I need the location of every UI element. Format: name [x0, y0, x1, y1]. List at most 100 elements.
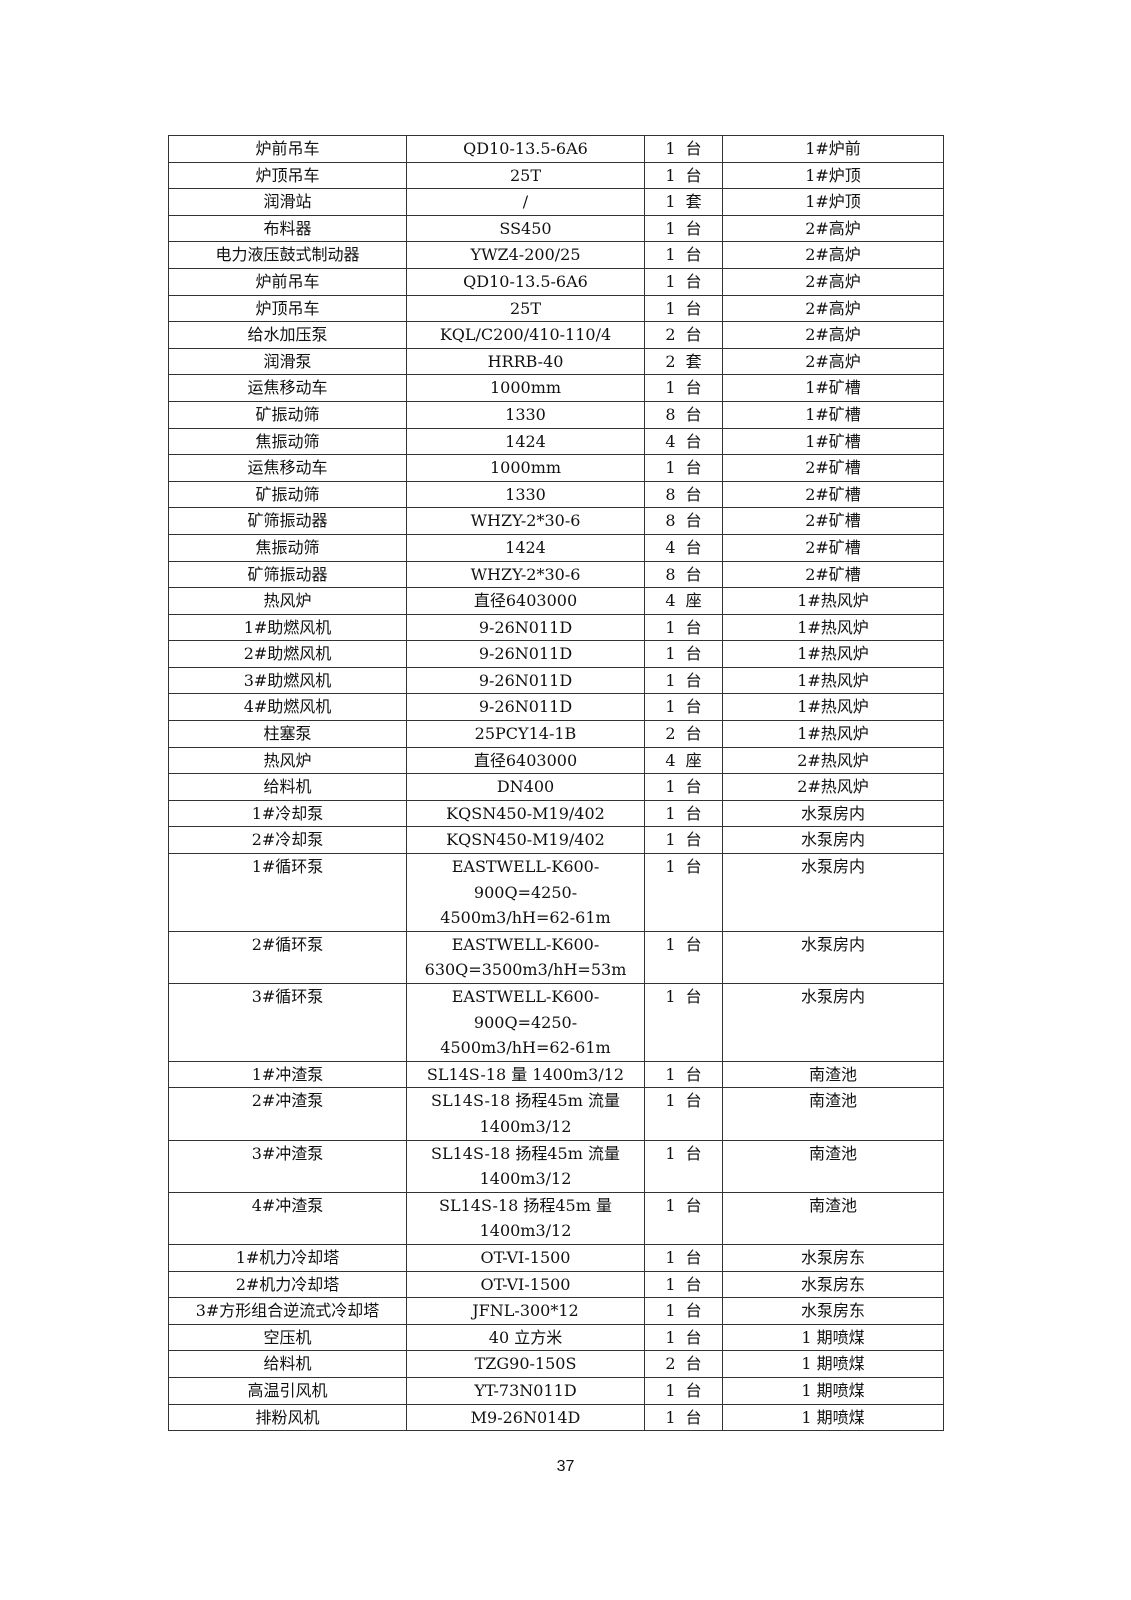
- table-row: 3#助燃风机 9-26N011D 1 台 1#热风炉: [168, 666, 944, 695]
- equipment-name-cell: 2#冷却泵: [168, 826, 407, 855]
- model-spec-cell: OT-VI-1500: [406, 1243, 645, 1272]
- location-cell: 2#高炉: [722, 321, 944, 349]
- quantity-cell: 4 台: [644, 533, 723, 562]
- equipment-name-cell: 2#冲渣泵: [168, 1087, 407, 1141]
- model-spec-cell: 直径6403000: [406, 587, 645, 615]
- equipment-name-cell: 热风炉: [168, 746, 407, 775]
- quantity-cell: 2 台: [644, 1350, 723, 1378]
- quantity-cell: 8 台: [644, 507, 723, 535]
- equipment-name-cell: 3#方形组合逆流式冷却塔: [168, 1297, 407, 1325]
- quantity-cell: 1 台: [644, 294, 723, 323]
- quantity-cell: 1 套: [644, 188, 723, 216]
- table-row: 炉顶吊车 25T 1 台 2#高炉: [168, 294, 944, 323]
- model-spec-cell: 25PCY14-1B: [406, 720, 645, 748]
- location-cell: 2#热风炉: [722, 746, 944, 775]
- equipment-name-cell: 2#助燃风机: [168, 640, 407, 668]
- quantity-cell: 1 台: [644, 241, 723, 269]
- location-cell: 2#矿槽: [722, 454, 944, 482]
- model-spec-cell: JFNL-300*12: [406, 1297, 645, 1325]
- quantity-cell: 2 台: [644, 720, 723, 748]
- equipment-name-cell: 矿振动筛: [168, 400, 407, 429]
- model-spec-cell: OT-VI-1500: [406, 1270, 645, 1299]
- location-cell: 1 期喷煤: [722, 1376, 944, 1405]
- quantity-cell: 1 台: [644, 1139, 723, 1193]
- location-cell: 南渣池: [722, 1139, 944, 1193]
- quantity-cell: 1 台: [644, 267, 723, 296]
- table-row: 运焦移动车 1000mm 1 台 1#矿槽: [168, 374, 944, 402]
- model-spec-cell: QD10-13.5-6A6: [406, 135, 645, 163]
- model-spec-cell: HRRB-40: [406, 347, 645, 376]
- model-spec-cell: 25T: [406, 294, 645, 323]
- table-row: 焦振动筛 1424 4 台 2#矿槽: [168, 533, 944, 562]
- equipment-name-cell: 1#冲渣泵: [168, 1060, 407, 1089]
- quantity-cell: 1 台: [644, 693, 723, 722]
- table-row: 柱塞泵 25PCY14-1B 2 台 1#热风炉: [168, 720, 944, 748]
- table-row: 矿筛振动器 WHZY-2*30-6 8 台 2#矿槽: [168, 560, 944, 589]
- table-row: 4#冲渣泵 SL14S-18 扬程45m 量 1400m3/12 1 台南渣池: [168, 1191, 944, 1245]
- equipment-name-cell: 焦振动筛: [168, 533, 407, 562]
- table-row: 给水加压泵 KQL/C200/410-110/4 2 台 2#高炉: [168, 321, 944, 349]
- table-row: 3#循环泵 EASTWELL-K600- 900Q=4250- 4500m3/hH…: [168, 983, 944, 1062]
- quantity-cell: 1 台: [644, 773, 723, 801]
- model-spec-cell: 9-26N011D: [406, 693, 645, 722]
- equipment-name-cell: 1#冷却泵: [168, 799, 407, 828]
- location-cell: 水泵房东: [722, 1270, 944, 1299]
- table-row: 1#助燃风机 9-26N011D 1 台 1#热风炉: [168, 613, 944, 642]
- model-spec-cell: SL14S-18 量 1400m3/12: [406, 1060, 645, 1089]
- quantity-cell: 1 台: [644, 640, 723, 668]
- model-spec-cell: 9-26N011D: [406, 613, 645, 642]
- quantity-cell: 1 台: [644, 1323, 723, 1352]
- equipment-name-cell: 排粉风机: [168, 1403, 407, 1432]
- location-cell: 2#高炉: [722, 241, 944, 269]
- equipment-name-cell: 3#循环泵: [168, 983, 407, 1062]
- location-cell: 1#热风炉: [722, 720, 944, 748]
- model-spec-cell: 1330: [406, 480, 645, 509]
- model-spec-cell: SS450: [406, 214, 645, 243]
- location-cell: 水泵房内: [722, 930, 944, 985]
- table-row: 1#冷却泵 KQSN450-M19/402 1 台水泵房内: [168, 799, 944, 828]
- location-cell: 1#炉顶: [722, 161, 944, 190]
- quantity-cell: 1 台: [644, 853, 723, 932]
- table-row: 运焦移动车 1000mm 1 台 2#矿槽: [168, 454, 944, 482]
- quantity-cell: 8 台: [644, 560, 723, 589]
- location-cell: 水泵房东: [722, 1297, 944, 1325]
- quantity-cell: 1 台: [644, 1270, 723, 1299]
- equipment-name-cell: 3#助燃风机: [168, 666, 407, 695]
- equipment-name-cell: 炉顶吊车: [168, 294, 407, 323]
- quantity-cell: 4 座: [644, 587, 723, 615]
- equipment-name-cell: 给水加压泵: [168, 321, 407, 349]
- table-row: 焦振动筛 1424 4 台 1#矿槽: [168, 427, 944, 456]
- table-row: 矿筛振动器 WHZY-2*30-6 8 台 2#矿槽: [168, 507, 944, 535]
- location-cell: 1 期喷煤: [722, 1403, 944, 1432]
- model-spec-cell: EASTWELL-K600- 630Q=3500m3/hH=53m: [406, 930, 645, 985]
- equipment-name-cell: 焦振动筛: [168, 427, 407, 456]
- location-cell: 2#热风炉: [722, 773, 944, 801]
- table-row: 2#机力冷却塔 OT-VI-1500 1 台水泵房东: [168, 1270, 944, 1299]
- equipment-name-cell: 矿振动筛: [168, 480, 407, 509]
- location-cell: 2#矿槽: [722, 480, 944, 509]
- equipment-name-cell: 空压机: [168, 1323, 407, 1352]
- equipment-name-cell: 2#机力冷却塔: [168, 1270, 407, 1299]
- quantity-cell: 1 台: [644, 1087, 723, 1141]
- page-number: 37: [556, 1458, 575, 1475]
- quantity-cell: 1 台: [644, 1060, 723, 1089]
- equipment-name-cell: 1#机力冷却塔: [168, 1243, 407, 1272]
- model-spec-cell: YT-73N011D: [406, 1376, 645, 1405]
- quantity-cell: 8 台: [644, 480, 723, 509]
- table-row: 矿振动筛 1330 8 台 1#矿槽: [168, 400, 944, 429]
- quantity-cell: 1 台: [644, 135, 723, 163]
- equipment-name-cell: 布料器: [168, 214, 407, 243]
- location-cell: 水泵房内: [722, 799, 944, 828]
- location-cell: 南渣池: [722, 1060, 944, 1089]
- location-cell: 南渣池: [722, 1191, 944, 1245]
- location-cell: 1#矿槽: [722, 427, 944, 456]
- table-row: 炉顶吊车 25T 1 台 1#炉顶: [168, 161, 944, 190]
- table-row: 润滑站/1 套 1#炉顶: [168, 188, 944, 216]
- table-row: 布料器 SS450 1 台 2#高炉: [168, 214, 944, 243]
- equipment-name-cell: 给料机: [168, 1350, 407, 1378]
- equipment-name-cell: 炉顶吊车: [168, 161, 407, 190]
- model-spec-cell: 9-26N011D: [406, 666, 645, 695]
- quantity-cell: 4 台: [644, 427, 723, 456]
- equipment-name-cell: 炉前吊车: [168, 135, 407, 163]
